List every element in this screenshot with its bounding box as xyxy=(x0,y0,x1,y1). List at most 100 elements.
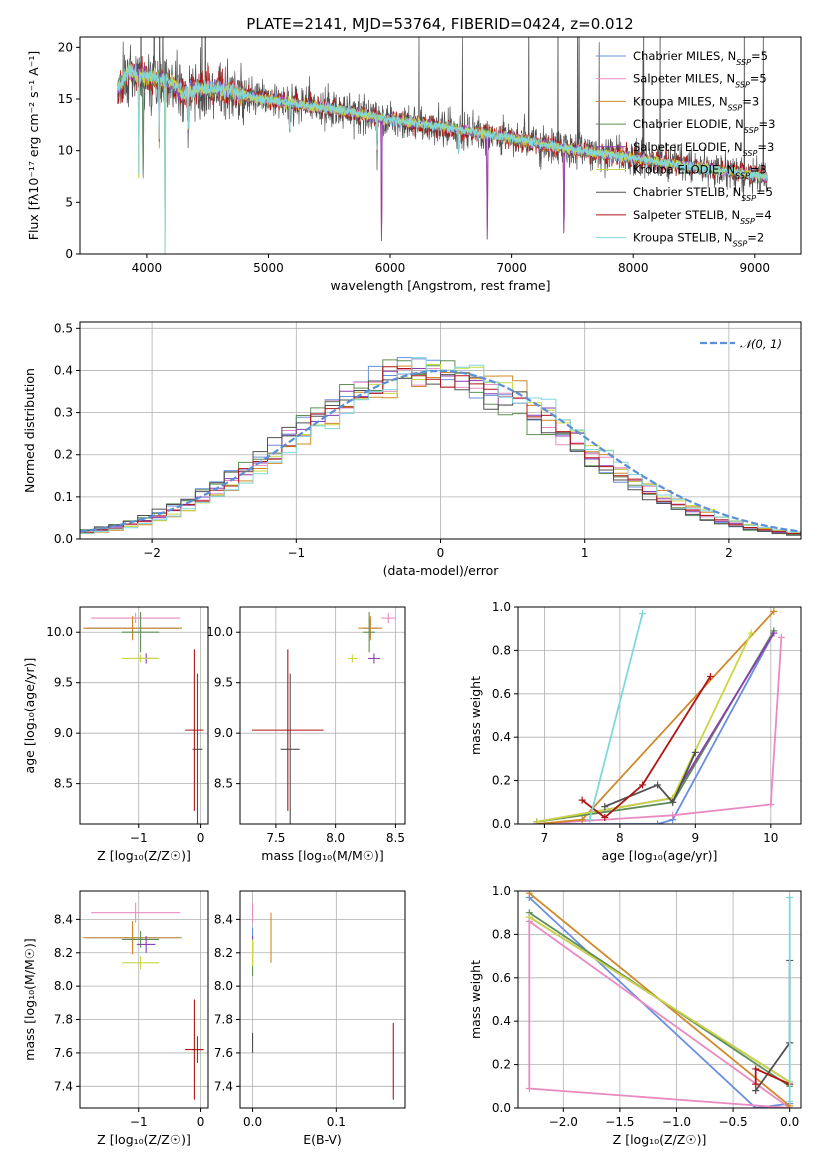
weight-line-chabrier-miles xyxy=(536,632,775,824)
weight-marker xyxy=(533,818,541,824)
axes-frame xyxy=(79,36,802,255)
x-axis-label: (data-model)/error xyxy=(383,563,500,578)
x-tick-label: 6000 xyxy=(375,261,406,275)
legend-subscript: SSP xyxy=(728,103,743,112)
legend-subscript: SSP xyxy=(744,126,759,135)
legend-label: Salpeter MILES, NSSP=5 xyxy=(633,72,767,90)
weight-line-kroupa-stelib xyxy=(588,613,644,820)
legend-label: Kroupa ELODIE, NSSP=3 xyxy=(633,163,767,181)
y-tick-label: 0.5 xyxy=(54,321,73,335)
weight-marker xyxy=(578,796,586,804)
y-tick-label: 0.0 xyxy=(492,1101,511,1115)
legend-subscript: SSP xyxy=(741,194,756,203)
y-tick-label: 8.0 xyxy=(214,979,233,993)
axes: 7.5 8.0 8.5 8.5 9.0 9.5 10.0 mass [log₁₀(M/M☉)] xyxy=(206,606,406,863)
y-tick-label: 0.3 xyxy=(54,406,73,420)
x-tick-label: 0.0 xyxy=(780,1115,799,1129)
axes-frame xyxy=(79,890,209,1109)
legend-subscript: SSP xyxy=(735,171,750,180)
plot-area xyxy=(83,612,204,824)
legend-label: Kroupa STELIB, NSSP=2 xyxy=(633,231,764,249)
plot-area xyxy=(83,902,204,1100)
x-tick-label: −2 xyxy=(143,546,161,560)
y-tick-label: 8.0 xyxy=(54,979,73,993)
errorbar-point xyxy=(185,999,204,1100)
x-tick-label: 0 xyxy=(197,831,205,845)
y-tick-label: 7.8 xyxy=(54,1013,73,1027)
grid-lines xyxy=(240,891,405,1108)
y-tick-label: 5 xyxy=(65,195,73,209)
y-tick-label: 9.0 xyxy=(54,726,73,740)
weight-marker xyxy=(525,913,533,921)
y-tick-label: 0.2 xyxy=(492,1058,511,1072)
y-tick-label: 8.4 xyxy=(214,912,233,926)
x-tick-label: −1 xyxy=(130,831,148,845)
x-tick-label: 8.5 xyxy=(386,831,405,845)
weight-marker xyxy=(752,1087,760,1095)
weight-marker xyxy=(747,629,755,637)
histogram-chabrier-elodie xyxy=(80,359,801,535)
x-tick-label: 0 xyxy=(197,1115,205,1129)
y-tick-label: 9.0 xyxy=(214,726,233,740)
y-tick-label: 0.4 xyxy=(492,730,511,744)
y-axis-label: Normed distribution xyxy=(22,368,37,493)
legend-label: Salpeter ELODIE, NSSP=3 xyxy=(633,140,774,158)
y-tick-label: 8.2 xyxy=(54,946,73,960)
plot-area xyxy=(533,607,785,824)
legend: Chabrier MILES, NSSP=5 Salpeter MILES, NS… xyxy=(596,49,775,248)
errorbar-point xyxy=(251,649,324,811)
errorbar-point xyxy=(122,956,160,970)
weight-line-salpeter-stelib xyxy=(581,675,712,819)
x-tick-label: 10 xyxy=(763,831,778,845)
y-tick-label: 0.1 xyxy=(54,490,73,504)
weight-marker xyxy=(770,607,778,615)
weight-marker xyxy=(601,803,609,811)
weight-marker xyxy=(770,629,778,637)
weight-marker xyxy=(777,633,785,641)
x-tick-label: 7.5 xyxy=(266,831,285,845)
y-tick-label: 7.4 xyxy=(214,1079,233,1093)
axes: −2.0 −1.5 −1.0 −0.5 0.0 0.0 0.2 0.4 0.6 0.8 1.0 Z [… xyxy=(468,884,802,1147)
figure-title: PLATE=2141, MJD=53764, FIBERID=0424, z=0… xyxy=(246,15,633,33)
y-tick-label: 7.8 xyxy=(214,1013,233,1027)
weight-line-salpeter-miles xyxy=(528,919,791,1108)
axes: 0.0 0.1 7.4 7.6 7.8 8.0 8.2 8.4 E(B-V) xyxy=(214,890,406,1147)
y-tick-label: 1.0 xyxy=(492,884,511,898)
x-axis-label: mass [log₁₀(M/M☉)] xyxy=(261,848,383,863)
x-axis-label: wavelength [Angstrom, rest frame] xyxy=(330,278,550,293)
y-tick-label: 8.5 xyxy=(214,777,233,791)
legend-label: 𝒩(0, 1) xyxy=(740,337,782,351)
x-tick-label: 7 xyxy=(541,831,549,845)
x-tick-label: 4000 xyxy=(132,261,163,275)
y-axis-label: age [log₁₀(age/yr)] xyxy=(22,658,37,774)
errorbar-point xyxy=(280,673,300,824)
weight-marker xyxy=(786,894,794,902)
panel-residuals: −2 −1 0 1 2 0.0 0.1 0.2 0.3 0.4 0.5 (data-model)/er… xyxy=(22,321,802,578)
errorbar-point xyxy=(122,931,160,948)
axes-frame xyxy=(239,890,406,1109)
legend-subscript: SSP xyxy=(736,58,751,67)
errorbar-point xyxy=(347,654,358,663)
plot-area xyxy=(80,357,801,536)
legend-label: Chabrier STELIB, NSSP=5 xyxy=(633,185,773,203)
normal-reference-curve xyxy=(80,369,801,533)
y-tick-label: 0.0 xyxy=(492,817,511,831)
axes: −1 0 7.4 7.6 7.8 8.0 8.2 8.4 Z [log₁₀(Z/Z☉)] mass… xyxy=(22,890,209,1147)
plot-area xyxy=(117,37,768,254)
axes: 7 8 9 10 0.0 0.2 0.4 0.6 0.8 1.0 age [log₁₀(age/yr… xyxy=(468,600,802,863)
x-tick-label: 0.1 xyxy=(327,1115,346,1129)
weight-marker xyxy=(691,748,699,756)
grid-lines xyxy=(240,607,405,824)
y-tick-label: 10.0 xyxy=(206,625,233,639)
x-tick-label: 1 xyxy=(581,546,589,560)
axes: −1 0 8.5 9.0 9.5 10.0 Z [log₁₀(Z/Z☉)] age [log₁… xyxy=(22,606,209,863)
errorbar-point xyxy=(185,649,204,811)
weight-marker xyxy=(669,798,677,806)
axes-frame xyxy=(517,606,802,825)
errorbar-point xyxy=(83,616,183,641)
plot-area xyxy=(252,902,394,1100)
panel-mass_weight_vs_age: 7 8 9 10 0.0 0.2 0.4 0.6 0.8 1.0 age [log₁₀(age/yr… xyxy=(468,600,802,863)
y-tick-label: 1.0 xyxy=(492,600,511,614)
weight-marker xyxy=(669,811,677,819)
y-tick-label: 7.4 xyxy=(54,1079,73,1093)
